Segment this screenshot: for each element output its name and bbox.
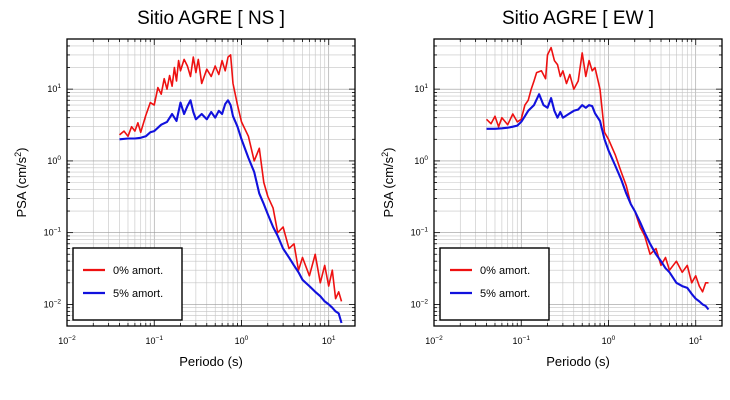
y-tick-label: 100: [414, 155, 428, 166]
y-tick-label: 10−2: [411, 298, 429, 309]
panel-ns: Sitio AGRE [ NS ] 10−2 10−1 100 101 10−2 10−1 1…: [13, 8, 356, 369]
x-tick-label: 101: [689, 335, 703, 346]
y-tick-label: 101: [414, 83, 428, 94]
legend: 0% amort. 5% amort.: [439, 247, 550, 321]
series-line-0pct-damping: [485, 46, 709, 293]
plot-frame: [66, 38, 356, 327]
legend-label: 0% amort.: [113, 265, 163, 277]
x-axis-label: Periodo (s): [546, 354, 610, 369]
data-series: [118, 54, 343, 324]
legend-label: 5% amort.: [480, 288, 530, 300]
plot-frame: [433, 38, 723, 327]
y-axis-label: PSA (cm/s2): [380, 147, 396, 217]
x-tick-label: 100: [602, 335, 616, 346]
grid-lines: [67, 39, 355, 326]
legend-label: 5% amort.: [113, 288, 163, 300]
x-tick-label: 10−2: [58, 335, 76, 346]
x-tick-label: 100: [235, 335, 249, 346]
series-line-0pct-damping: [118, 54, 343, 302]
y-tick-label: 10−2: [44, 298, 62, 309]
y-tick-label: 100: [47, 155, 61, 166]
x-tick-label: 101: [322, 335, 336, 346]
data-series: [485, 46, 710, 311]
legend-box: [72, 247, 183, 321]
x-tick-label: 10−1: [146, 335, 164, 346]
y-tick-label: 10−1: [44, 227, 62, 238]
x-axis-label: Periodo (s): [179, 354, 243, 369]
y-tick-label: 101: [47, 83, 61, 94]
legend-label: 0% amort.: [480, 265, 530, 277]
legend-box: [439, 247, 550, 321]
panel-ew: Sitio AGRE [ EW ] 10−2 10−1 100 101 10−2 10−1 1…: [380, 8, 723, 369]
x-tick-label: 10−2: [425, 335, 443, 346]
grid-lines: [434, 39, 722, 326]
chart-title: Sitio AGRE [ EW ]: [502, 8, 654, 29]
series-line-5pct-damping: [486, 93, 710, 311]
chart-title: Sitio AGRE [ NS ]: [137, 8, 285, 29]
x-tick-label: 10−1: [513, 335, 531, 346]
series-line-5pct-damping: [119, 99, 343, 324]
y-axis-label: PSA (cm/s2): [13, 147, 29, 217]
y-tick-label: 10−1: [411, 227, 429, 238]
legend: 0% amort. 5% amort.: [72, 247, 183, 321]
